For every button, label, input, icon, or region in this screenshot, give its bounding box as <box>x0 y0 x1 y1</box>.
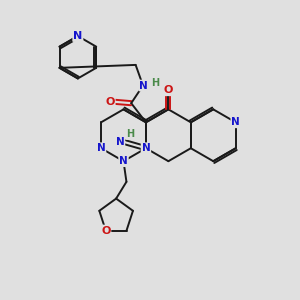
Text: O: O <box>101 226 110 236</box>
Text: H: H <box>127 129 135 139</box>
Text: N: N <box>142 143 150 153</box>
Text: N: N <box>231 117 240 127</box>
Text: N: N <box>73 31 83 41</box>
Text: N: N <box>119 156 128 166</box>
Text: O: O <box>105 97 115 107</box>
Text: O: O <box>164 85 173 95</box>
Text: N: N <box>116 137 124 147</box>
Text: N: N <box>139 80 148 91</box>
Text: N: N <box>97 143 105 153</box>
Text: H: H <box>151 78 159 88</box>
